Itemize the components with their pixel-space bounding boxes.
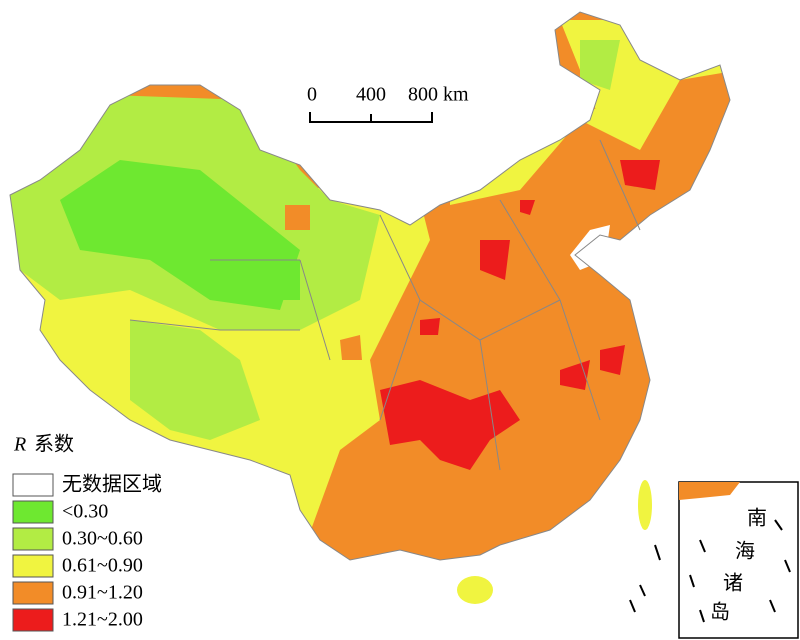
inset-label: 南: [747, 507, 767, 530]
province-borders: [129, 139, 641, 471]
legend-label: 0.61~0.90: [62, 555, 143, 577]
legend-swatch: [12, 554, 54, 578]
dash-line: [689, 519, 791, 623]
legend-symbol: R: [13, 434, 26, 456]
legend-swatch: [12, 473, 54, 497]
legend-swatch: [12, 581, 54, 605]
region: [380, 160, 660, 470]
legend-swatch: [12, 527, 54, 551]
legend-label: 无数据区域: [62, 473, 162, 496]
dash-line: [629, 544, 661, 613]
legend-label: 0.91~1.20: [62, 582, 143, 604]
legend-label: <0.30: [62, 501, 108, 523]
region: [285, 205, 362, 360]
scale-label: 0: [307, 84, 317, 106]
legend-swatch: [12, 608, 54, 632]
scale-label: 400: [356, 84, 386, 106]
inset-frame: [678, 481, 799, 639]
inset-label: 岛: [710, 601, 730, 624]
inset-label: 海: [735, 540, 755, 563]
scale-line: [309, 112, 433, 123]
hainan: [457, 576, 493, 604]
scale-bar: 0 400 800 km: [307, 84, 469, 123]
region: [60, 160, 300, 310]
region: [130, 320, 260, 440]
scale-label: 800 km: [408, 84, 469, 106]
legend-title: 系数: [34, 433, 74, 456]
legend-swatch: [12, 500, 54, 524]
inset: 南 海 诸 岛: [678, 481, 799, 639]
legend: R 系数 无数据区域 <0.30 0.30~0.60 0.61~0.90 0.91~1.…: [12, 433, 162, 632]
legend-label: 0.30~0.60: [62, 528, 143, 550]
taiwan: [638, 480, 652, 530]
legend-label: 1.21~2.00: [62, 609, 143, 631]
inset-label: 诸: [723, 572, 743, 595]
region: [679, 482, 740, 500]
